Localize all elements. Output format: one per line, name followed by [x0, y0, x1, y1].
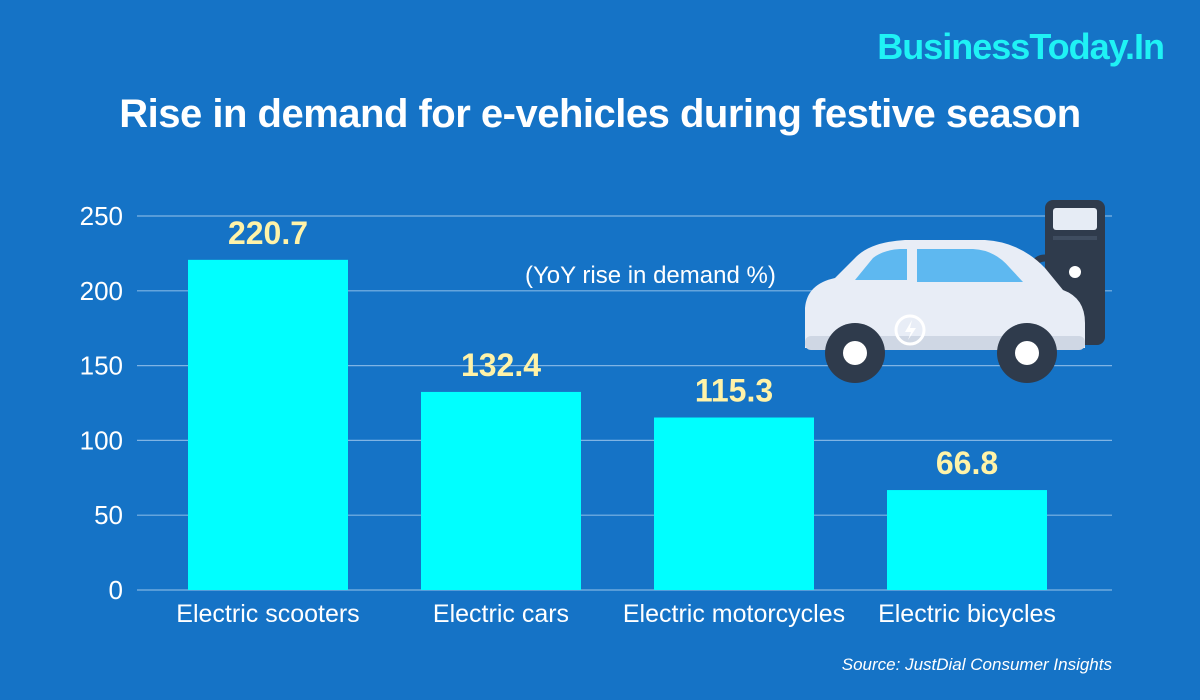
ev-car-icon — [805, 200, 1105, 383]
data-label: 220.7 — [228, 215, 308, 251]
data-label: 66.8 — [936, 445, 998, 481]
bar — [188, 259, 348, 590]
source-note: Source: JustDial Consumer Insights — [841, 655, 1112, 674]
y-tick-label: 50 — [94, 500, 123, 530]
category-label: Electric bicycles — [878, 600, 1056, 628]
category-label: Electric motorcycles — [623, 600, 845, 628]
y-tick-label: 200 — [80, 276, 123, 306]
category-label: Electric cars — [433, 600, 569, 628]
y-tick-label: 150 — [80, 351, 123, 381]
data-label: 132.4 — [461, 347, 541, 383]
y-tick-label: 100 — [80, 425, 123, 455]
chart-subtitle: (YoY rise in demand %) — [525, 262, 776, 289]
category-label: Electric scooters — [176, 600, 359, 628]
bar — [654, 417, 814, 590]
bar — [421, 391, 581, 590]
chart-title: Rise in demand for e-vehicles during fes… — [119, 92, 1081, 136]
y-tick-label: 0 — [109, 575, 123, 605]
brand-logo: BusinessToday.In — [877, 26, 1165, 67]
data-label: 115.3 — [695, 373, 773, 409]
y-tick-label: 250 — [80, 201, 123, 231]
bar — [887, 490, 1047, 590]
